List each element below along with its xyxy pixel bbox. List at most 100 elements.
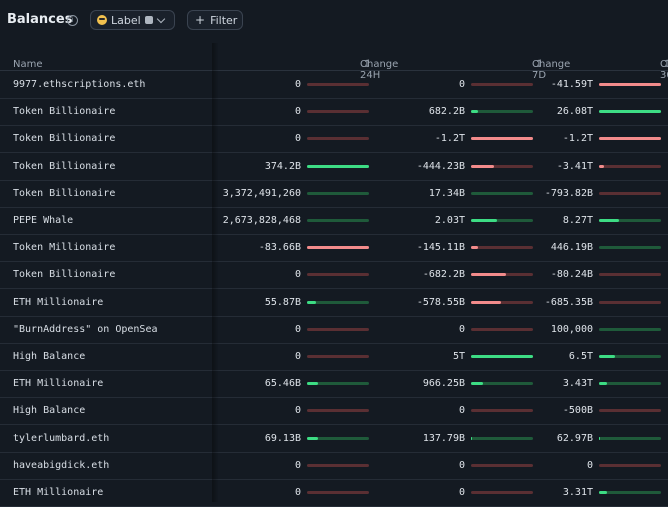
table-row[interactable]: High Balance 0 0 -500B	[0, 397, 668, 426]
change-value: 62.97B	[556, 432, 593, 444]
change-cell-c24: 0	[0, 98, 369, 125]
change-bar-fill	[307, 300, 317, 304]
change-bar-fill	[471, 300, 501, 304]
change-value: 0	[458, 323, 465, 335]
row-name: Token Billionaire	[13, 187, 116, 199]
column-header-change-7d-label: Change 7D	[532, 59, 571, 81]
table-row[interactable]: PEPE Whale 2,673,828,468 2.03T 8.27T	[0, 207, 668, 235]
change-cell-c30: 446.19B	[533, 234, 661, 261]
change-cell-c24: 0	[0, 125, 369, 152]
change-value: 0	[294, 351, 301, 362]
change-cell-c30: -1.2T	[533, 125, 661, 152]
change-bar-track	[307, 300, 369, 304]
plus-icon: +	[195, 13, 206, 27]
change-bar-track	[307, 463, 369, 467]
change-bar-track	[471, 300, 533, 304]
change-bar-track	[599, 327, 661, 331]
change-value: -685.35B	[544, 296, 593, 308]
change-value: -444.23B	[416, 160, 465, 172]
change-cell-c30: 8.27T	[533, 207, 661, 234]
table-row[interactable]: ETH Millionaire 0 0 3.31T	[0, 479, 668, 507]
table-row[interactable]: ETH Millionaire 55.87B -578.55B -685.35B	[0, 289, 668, 317]
change-cell-c24: 0	[0, 397, 369, 424]
table-row[interactable]: 9977.ethscriptions.eth 0 0 -41.59T	[0, 71, 668, 99]
change-bar-fill	[599, 137, 661, 141]
column-header-change-24h-label: Change 24H	[360, 59, 399, 81]
change-cell-c7: 0	[369, 452, 533, 479]
table-row[interactable]: haveabigdick.eth 0 0 0	[0, 452, 668, 480]
row-name: Token Billionaire	[13, 133, 116, 145]
change-value: 0	[294, 269, 301, 281]
change-bar-track	[471, 463, 533, 467]
table-row[interactable]: Token Billionaire 3,372,491,260 17.34B -793…	[0, 180, 668, 208]
change-cell-c7: -1.2T	[369, 125, 533, 152]
change-bar-fill	[471, 164, 494, 168]
change-value: 2.03T	[434, 215, 465, 226]
row-name: Token Billionaire	[13, 160, 116, 172]
change-cell-c24: 55.87B	[0, 289, 369, 316]
table-row[interactable]: Token Millionaire -83.66B -145.11B 446.19B	[0, 234, 668, 263]
change-bar-track	[599, 300, 661, 304]
change-bar-track	[307, 164, 369, 168]
change-value: 2,673,828,468	[222, 215, 301, 226]
sort-icon: ⇕	[535, 59, 544, 70]
table-row[interactable]: Token Billionaire 0 -682.2B -80.24B	[0, 261, 668, 290]
robot-icon	[144, 16, 153, 24]
change-bar-track	[471, 137, 533, 141]
info-icon[interactable]: i	[67, 15, 78, 26]
change-cell-c7: 17.34B	[369, 180, 533, 207]
row-name: Token Billionaire	[13, 269, 116, 281]
change-bar-fill	[599, 355, 615, 358]
change-value: -682.2B	[422, 269, 465, 281]
column-header-name-label: Name	[13, 59, 43, 70]
top-bar: Balances i Label + Filter	[0, 0, 668, 41]
change-bar-track	[307, 491, 369, 494]
change-bar-fill	[307, 436, 319, 440]
row-name: ETH Millionaire	[13, 296, 104, 308]
change-bar-track	[599, 409, 661, 413]
table-row[interactable]: Token Billionaire 0 682.2B 26.08T	[0, 98, 668, 127]
change-cell-c7: 0	[369, 397, 533, 424]
label-button[interactable]: Label	[90, 10, 175, 30]
change-value: 0	[294, 487, 301, 498]
change-cell-c30: -80.24B	[533, 261, 661, 288]
change-value: -1.2T	[434, 133, 465, 145]
table-row[interactable]: tylerlumbard.eth 69.13B 137.79B 62.97B	[0, 425, 668, 453]
change-value: 0	[458, 79, 465, 90]
change-bar-track	[307, 355, 369, 358]
change-bar-fill	[471, 436, 473, 440]
change-bar-track	[471, 409, 533, 413]
change-cell-c30: 100,000	[533, 316, 661, 343]
change-bar-track	[599, 463, 661, 467]
change-bar-track	[471, 246, 533, 250]
change-cell-c24: 2,673,828,468	[0, 207, 369, 234]
change-cell-c30: 26.08T	[533, 98, 661, 125]
change-bar-track	[471, 436, 533, 440]
change-value: -145.11B	[416, 242, 465, 254]
change-bar-track	[307, 273, 369, 277]
change-value: 682.2B	[428, 106, 465, 118]
change-bar-fill	[599, 219, 619, 222]
change-cell-c30: -500B	[533, 397, 661, 424]
table-row[interactable]: High Balance 0 5T 6.5T	[0, 343, 668, 371]
change-bar-fill	[599, 164, 604, 168]
change-value: 8.27T	[562, 215, 593, 226]
table-row[interactable]: "BurnAddress" on OpenSea 0 0 100,000	[0, 316, 668, 344]
change-bar-fill	[471, 355, 533, 358]
change-value: 17.34B	[428, 187, 465, 199]
change-value: 26.08T	[556, 106, 593, 118]
filter-button[interactable]: + Filter	[187, 10, 243, 30]
change-value: 100,000	[550, 323, 593, 335]
table-row[interactable]: Token Billionaire 0 -1.2T -1.2T	[0, 125, 668, 154]
table-row[interactable]: Token Billionaire 374.2B -444.23B -3.41T	[0, 153, 668, 181]
change-bar-track	[471, 355, 533, 358]
change-bar-track	[307, 327, 369, 331]
change-bar-track	[307, 83, 369, 86]
change-cell-c24: 0	[0, 479, 369, 506]
change-bar-track	[599, 110, 661, 114]
change-bar-track	[599, 219, 661, 222]
table-row[interactable]: ETH Millionaire 65.46B 966.25B 3.43T	[0, 370, 668, 399]
change-cell-c24: 374.2B	[0, 153, 369, 180]
change-value: 3.31T	[562, 487, 593, 498]
change-value: 55.87B	[264, 296, 301, 308]
